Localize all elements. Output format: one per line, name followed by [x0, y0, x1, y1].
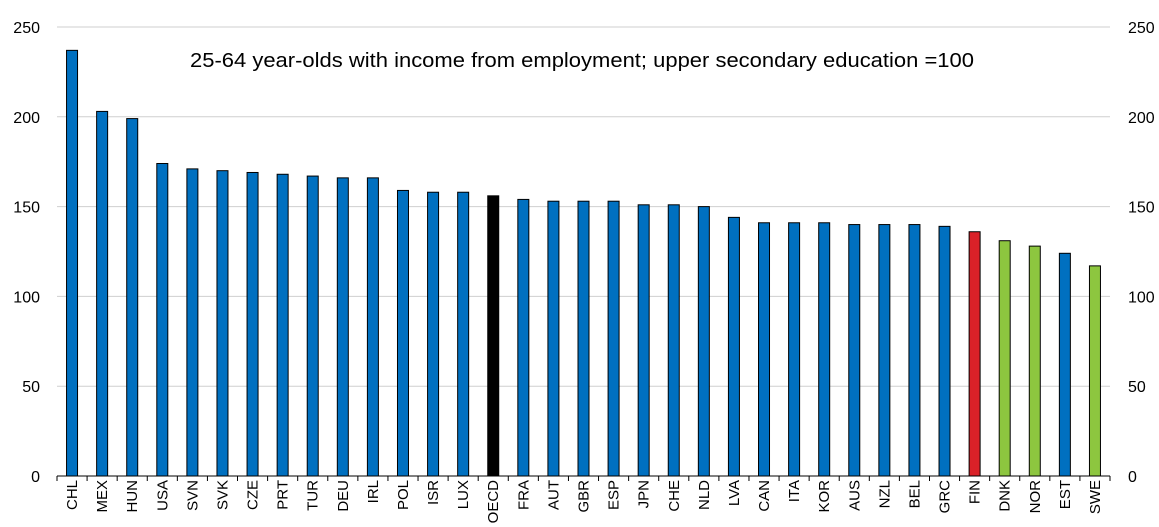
bar-mex — [96, 110, 109, 477]
bar-cze — [246, 171, 259, 477]
bar-kor — [818, 222, 831, 477]
y-tick-label-left: 250 — [13, 20, 40, 37]
bar-isr — [427, 191, 440, 477]
x-tick-label-swe: SWE — [1087, 480, 1104, 514]
bar-lux — [457, 191, 470, 477]
bar-est — [1058, 252, 1071, 477]
y-tick-label-right: 0 — [1128, 469, 1137, 486]
bar-svk — [216, 170, 229, 477]
bar-aut — [547, 200, 560, 477]
y-tick-label-left: 200 — [13, 110, 40, 127]
bar-swe — [1088, 265, 1101, 477]
y-tick-label-left: 50 — [22, 379, 40, 396]
y-tick-label-left: 0 — [31, 469, 40, 486]
bar-esp — [607, 200, 620, 477]
x-tick-label-nld: NLD — [696, 480, 713, 510]
y-tick-label-right: 150 — [1128, 200, 1155, 217]
x-tick-label-cze: CZE — [245, 480, 262, 510]
x-tick-label-svn: SVN — [184, 480, 201, 511]
x-tick-label-aus: AUS — [846, 480, 863, 511]
x-tick-label-che: CHE — [666, 480, 683, 512]
bar-nld — [697, 206, 710, 477]
bar-jpn — [637, 204, 650, 477]
x-tick-label-ita: ITA — [786, 480, 803, 502]
x-tick-label-nzl: NZL — [876, 480, 893, 508]
bar-svn — [186, 168, 199, 477]
y-tick-label-left: 150 — [13, 200, 40, 217]
bar-ita — [788, 222, 801, 477]
x-tick-label-nor: NOR — [1027, 480, 1044, 514]
x-tick-label-tur: TUR — [305, 480, 322, 511]
bar-irl — [366, 177, 379, 477]
x-tick-label-usa: USA — [154, 480, 171, 511]
x-tick-label-lux: LUX — [455, 480, 472, 509]
bar-hun — [126, 118, 139, 477]
x-tick-label-hun: HUN — [124, 480, 141, 513]
bar-can — [758, 222, 771, 477]
axes — [56, 475, 1111, 481]
x-tick-label-est: EST — [1057, 480, 1074, 509]
x-tick-label-pol: POL — [395, 480, 412, 510]
bar-grc — [938, 225, 951, 477]
bar-bel — [908, 224, 921, 477]
x-tick-label-bel: BEL — [906, 480, 923, 508]
x-tick-label-grc: GRC — [937, 480, 954, 514]
bar-nor — [1028, 245, 1041, 477]
x-tick-label-isr: ISR — [425, 480, 442, 505]
x-tick-label-esp: ESP — [606, 480, 623, 510]
bar-gbr — [577, 200, 590, 477]
bar-deu — [336, 177, 349, 477]
x-tick-label-oecd: OECD — [485, 480, 502, 524]
bar-dnk — [998, 240, 1011, 477]
x-tick-label-can: CAN — [756, 480, 773, 512]
x-tick-label-jpn: JPN — [636, 480, 653, 508]
bar-che — [667, 204, 680, 477]
x-tick-label-chl: CHL — [64, 480, 81, 510]
bar-fra — [517, 198, 530, 477]
bars — [66, 49, 1101, 477]
y-tick-label-right: 200 — [1128, 110, 1155, 127]
bar-prt — [276, 173, 289, 477]
x-tick-label-fra: FRA — [515, 480, 532, 510]
x-tick-label-dnk: DNK — [997, 480, 1014, 512]
bar-usa — [156, 162, 169, 477]
x-tick-label-gbr: GBR — [576, 480, 593, 513]
bar-fin — [968, 231, 981, 477]
x-tick-label-aut: AUT — [545, 480, 562, 510]
chart-annotation: 25-64 year-olds with income from employm… — [190, 50, 974, 72]
y-tick-label-left: 100 — [13, 289, 40, 306]
y-tick-label-right: 250 — [1128, 20, 1155, 37]
bar-chl — [66, 49, 79, 477]
x-tick-label-irl: IRL — [365, 480, 382, 503]
x-tick-label-prt: PRT — [275, 480, 292, 510]
y-tick-label-right: 50 — [1128, 379, 1146, 396]
bar-nzl — [878, 224, 891, 477]
bar-aus — [848, 224, 861, 477]
x-tick-label-deu: DEU — [335, 480, 352, 512]
x-tick-label-lva: LVA — [726, 480, 743, 506]
y-tick-label-right: 100 — [1128, 289, 1155, 306]
bar-tur — [306, 175, 319, 477]
y-axis-right-labels: 0 50 100 150 200 250 — [1128, 20, 1155, 486]
x-axis-labels: CHL MEX HUN USA SVN SVK CZE PRT TUR DEU IRL POL ISR L… — [64, 480, 1104, 524]
x-tick-label-kor: KOR — [816, 480, 833, 513]
bar-lva — [727, 216, 740, 477]
bar-pol — [396, 189, 409, 477]
x-tick-label-svk: SVK — [214, 480, 231, 510]
x-tick-label-mex: MEX — [94, 480, 111, 513]
bar-oecd — [487, 195, 500, 477]
y-axis-left-labels: 0 50 100 150 200 250 — [13, 20, 40, 486]
x-tick-label-fin: FIN — [967, 480, 984, 504]
